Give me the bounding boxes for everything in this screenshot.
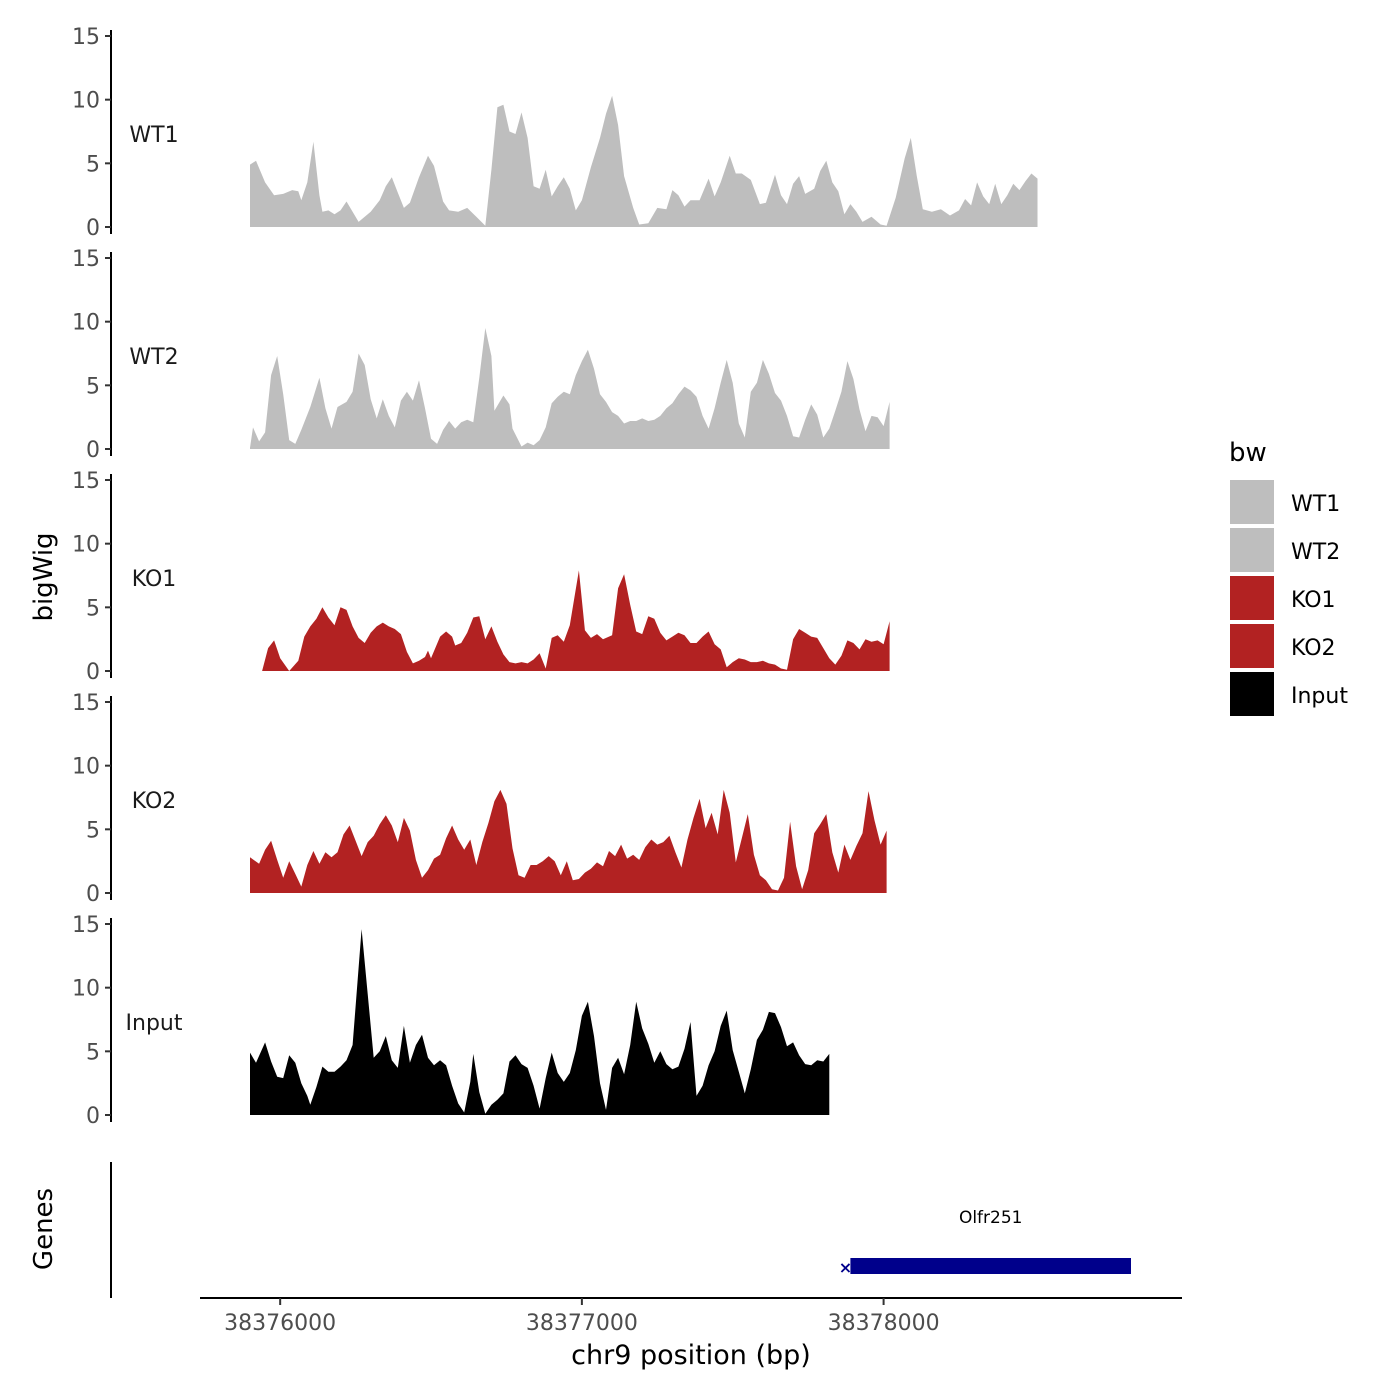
y-axis-title: bigWig: [29, 532, 59, 621]
y-tick-label: 0: [86, 216, 100, 241]
legend-label: KO1: [1291, 588, 1336, 613]
y-tick-label: 10: [72, 755, 100, 780]
area-input: [250, 929, 830, 1115]
area-wt1: [250, 95, 1038, 227]
legend-title: bw: [1229, 438, 1267, 468]
area-ko1: [262, 570, 890, 671]
y-tick-label: 5: [86, 1040, 100, 1065]
legend-swatch: [1230, 576, 1274, 620]
track-panels: 0 5 10 15 WT1 0 5 10 15 WT2 0 5 10 15 KO1 0 5 10 15 KO2 0 5 10…: [72, 25, 1038, 1129]
track-label: Input: [126, 1011, 183, 1036]
track-label: KO2: [132, 789, 177, 814]
x-tick-label: 38378000: [828, 1311, 940, 1336]
legend-swatch: [1230, 672, 1274, 716]
x-axis-title: chr9 position (bp): [571, 1340, 811, 1371]
y-tick-label: 5: [86, 596, 100, 621]
y-tick-label: 0: [86, 438, 100, 463]
panel-ko2: 0 5 10 15 KO2: [72, 691, 887, 907]
y-tick-label: 0: [86, 882, 100, 907]
x-tick-label: 38376000: [224, 1311, 336, 1336]
legend-label: Input: [1291, 684, 1348, 709]
y-tick-label: 10: [72, 977, 100, 1002]
y-tick-label: 5: [86, 818, 100, 843]
legend-swatch: [1230, 480, 1274, 524]
legend-swatch: [1230, 624, 1274, 668]
gene-strand-marker: ×: [839, 1258, 852, 1277]
x-tick-label: 38377000: [526, 1311, 638, 1336]
y-tick-label: 5: [86, 152, 100, 177]
y-tick-label: 15: [72, 913, 100, 938]
y-tick-label: 10: [72, 89, 100, 114]
legend-label: WT1: [1291, 492, 1340, 517]
y-tick-label: 15: [72, 25, 100, 50]
panel-wt1: 0 5 10 15 WT1: [72, 25, 1038, 241]
x-axis: 38376000 38377000 38378000: [200, 1297, 1182, 1336]
genes-panel: × Olfr251: [110, 1162, 1131, 1298]
y-tick-label: 0: [86, 1104, 100, 1129]
y-tick-label: 0: [86, 660, 100, 685]
area-wt2: [250, 328, 890, 449]
track-label: KO1: [132, 567, 177, 592]
panel-input: 0 5 10 15 Input: [72, 913, 830, 1129]
gene-label: Olfr251: [959, 1208, 1023, 1228]
y-tick-label: 10: [72, 311, 100, 336]
track-label: WT1: [129, 123, 178, 148]
genes-axis-title: Genes: [29, 1188, 59, 1270]
legend: bw WT1 WT2 KO1 KO2 Input: [1229, 438, 1348, 716]
panel-ko1: 0 5 10 15 KO1: [72, 469, 890, 685]
y-tick-label: 15: [72, 691, 100, 716]
gene-body: [850, 1258, 1131, 1274]
track-label: WT2: [129, 345, 178, 370]
y-tick-label: 5: [86, 374, 100, 399]
legend-label: WT2: [1291, 540, 1340, 565]
y-tick-label: 15: [72, 247, 100, 272]
area-ko2: [250, 789, 887, 893]
legend-label: KO2: [1291, 636, 1336, 661]
legend-swatch: [1230, 528, 1274, 572]
y-tick-label: 15: [72, 469, 100, 494]
y-tick-label: 10: [72, 533, 100, 558]
panel-wt2: 0 5 10 15 WT2: [72, 247, 890, 463]
